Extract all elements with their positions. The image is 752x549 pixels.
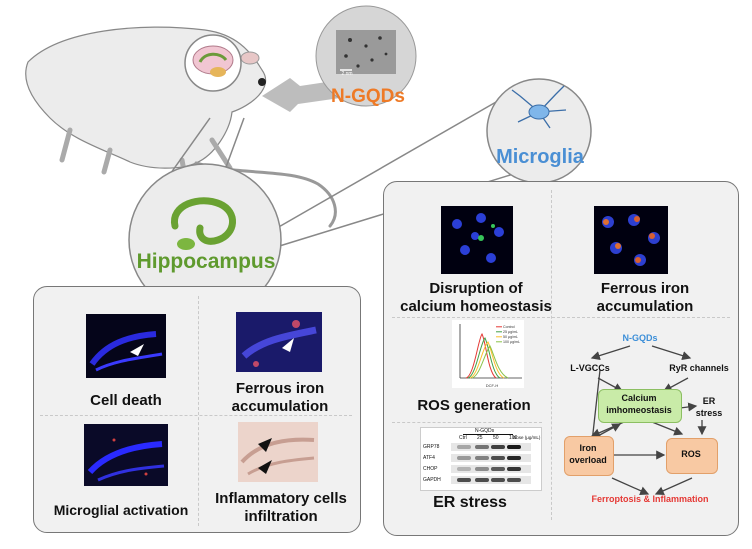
western-band: [457, 445, 471, 449]
right-divider-h1: [392, 317, 730, 318]
western-protein-label: GRP78: [423, 444, 440, 450]
ngqds-tem-inset: [315, 5, 417, 107]
right-divider-h2: [392, 422, 542, 423]
pathway-outcome: Ferroptosis & Inflammation: [591, 494, 709, 504]
western-dose-label: Dose (μg/mL): [513, 435, 541, 440]
microglial-activation-label: Microglial activation: [53, 502, 189, 518]
western-band: [475, 478, 489, 482]
pathway-calcium-1: Calcium: [621, 393, 657, 403]
ros-box: [666, 438, 718, 474]
cell-death-label: Cell death: [90, 392, 162, 409]
flow-legend-label: 100 μg/mL: [503, 340, 520, 344]
western-band: [491, 445, 505, 449]
western-band: [475, 467, 489, 471]
calcium-disruption-image: [441, 206, 513, 274]
western-lane-label: Ctrl: [459, 435, 467, 441]
ferrous-iron-right-label-2: accumulation: [596, 298, 694, 315]
ferrous-iron-left-label-1: Ferrous iron: [235, 380, 325, 397]
pathway-ryr: RyR channels: [669, 363, 729, 373]
western-lane-label: 25: [477, 435, 483, 441]
flow-legend-label: 50 μg/mL: [503, 335, 518, 339]
western-band: [491, 478, 505, 482]
pathway-iron-2: overload: [569, 455, 607, 465]
left-divider-h: [40, 415, 352, 416]
western-group-line: [463, 434, 513, 435]
western-band: [475, 456, 489, 460]
western-lane-label: 100: [509, 435, 518, 441]
western-group-label: N-GQDs: [475, 428, 495, 434]
western-band: [457, 456, 471, 460]
disruption-label-1: Disruption of: [429, 280, 523, 297]
scale-bar-label: 2 nm: [341, 71, 353, 77]
pathway-er-2: stress: [695, 408, 723, 418]
ngqds-label: N-GQDs: [331, 86, 405, 107]
flow-legend-label: Control: [503, 325, 515, 329]
western-blot: N-GQDs Dose (μg/mL) Ctrl 25 50 100 GRP78 ATF…: [420, 427, 542, 491]
ferrous-iron-left-label-2: accumulation: [231, 398, 329, 415]
hippocampus-label: Hippocampus: [136, 250, 276, 273]
pathway-er-1: ER: [702, 396, 716, 406]
western-band: [475, 445, 489, 449]
western-band: [507, 445, 521, 449]
flow-legend-label: 25 μg/mL: [503, 330, 518, 334]
flow-xlabel: DCF-H: [486, 383, 499, 388]
western-protein-label: GAPDH: [423, 477, 441, 483]
ferrous-iron-hippocampus-image: [236, 312, 322, 372]
microglial-activation-image: [84, 424, 168, 486]
pathway-lvgcc: L-VGCCs: [570, 363, 610, 373]
western-band: [457, 467, 471, 471]
western-band: [491, 467, 505, 471]
cell-death-image: [86, 314, 166, 378]
ros-generation-label: ROS generation: [417, 397, 531, 414]
pathway-calcium-2: imhomeostasis: [606, 405, 672, 415]
iron-overload-box: [564, 436, 614, 476]
right-divider-v: [551, 190, 552, 520]
microglia-label: Microglia: [496, 146, 584, 168]
pathway-ros: ROS: [681, 449, 701, 459]
western-protein-label: CHOP: [423, 466, 438, 472]
western-band: [507, 467, 521, 471]
western-band: [491, 456, 505, 460]
western-band: [507, 478, 521, 482]
ferrous-iron-right-label-1: Ferrous iron: [600, 280, 690, 297]
inflammatory-label-1: Inflammatory cells: [215, 490, 347, 507]
calcium-box: [598, 389, 682, 423]
western-lane-label: 50: [493, 435, 499, 441]
inflammatory-label-2: infiltration: [244, 508, 318, 525]
left-divider-v: [198, 296, 199, 526]
brain-inset: [184, 34, 242, 92]
er-stress-label: ER stress: [433, 494, 507, 511]
western-band: [507, 456, 521, 460]
ferrous-iron-microglia-image: [594, 206, 668, 274]
pathway-ngqds: N-GQDs: [622, 333, 658, 343]
western-protein-label: ATF4: [423, 455, 435, 461]
disruption-label-2: calcium homeostasis: [400, 298, 552, 315]
pathway-iron-1: Iron: [579, 443, 597, 453]
western-band: [457, 478, 471, 482]
inflammatory-cells-image: [238, 422, 318, 482]
